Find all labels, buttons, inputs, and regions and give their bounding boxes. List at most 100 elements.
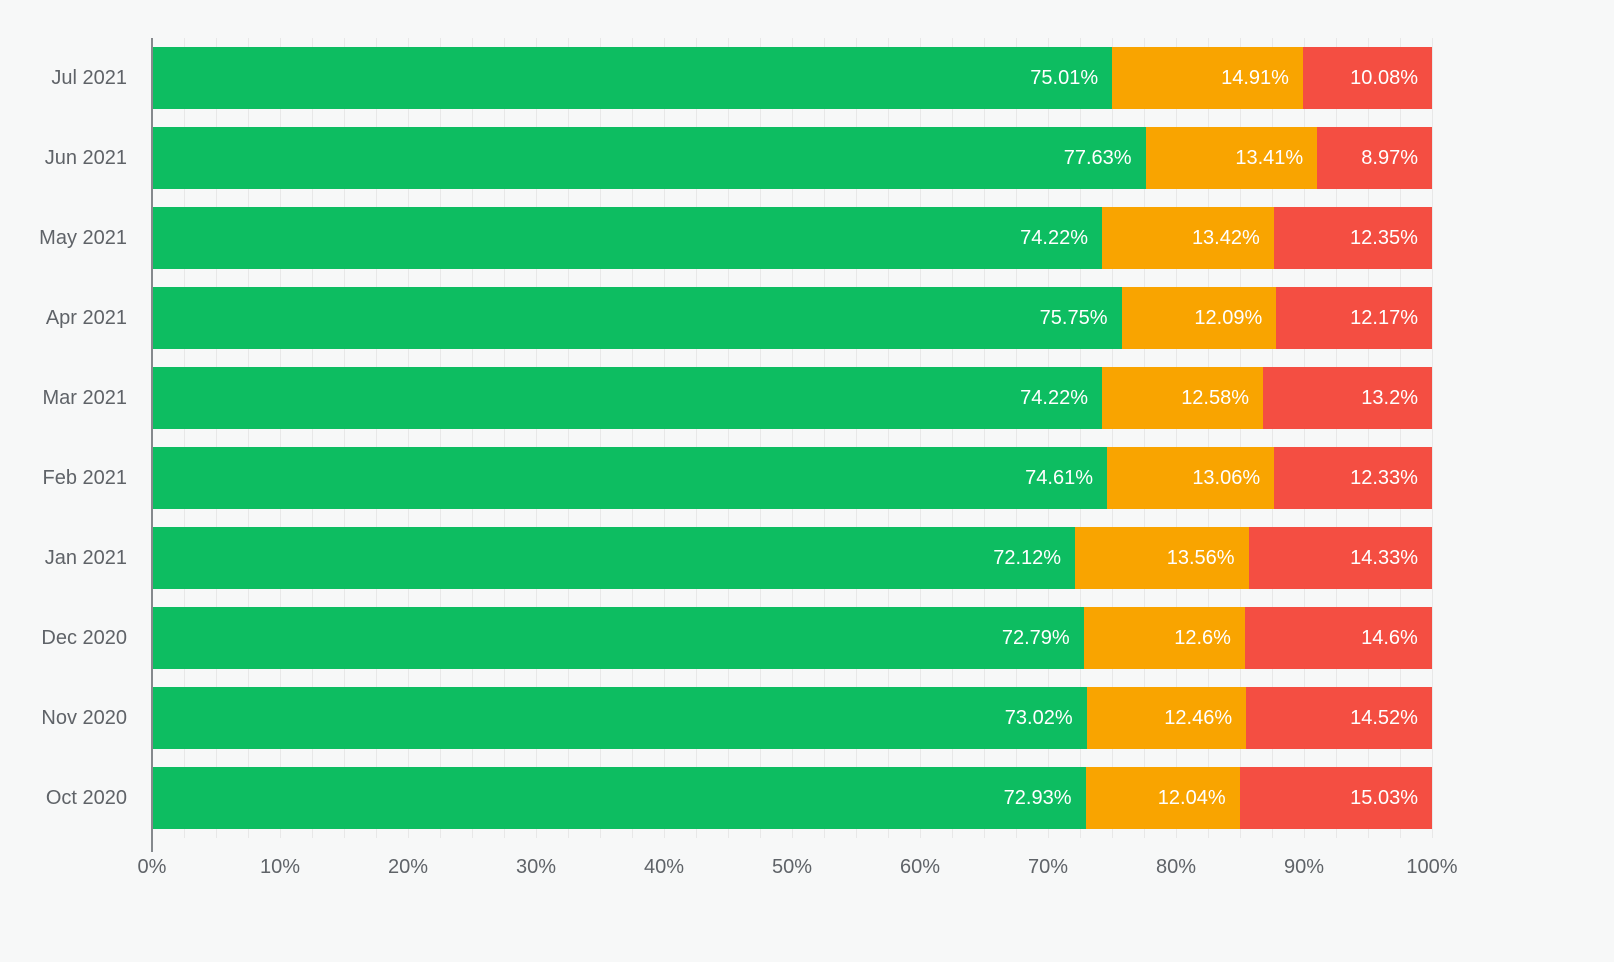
bar-segment-green[interactable]: 74.22%	[152, 207, 1103, 269]
bar-value-label: 14.91%	[1221, 66, 1289, 89]
bar-value-label: 12.17%	[1350, 306, 1418, 329]
bar-track: 75.01% 14.91% 10.08%	[152, 47, 1432, 109]
bar-value-label: 13.06%	[1192, 466, 1261, 489]
bar-track: 74.61% 13.06% 12.33%	[152, 447, 1432, 509]
bar-value-label: 14.52%	[1350, 706, 1418, 729]
bar-value-label: 12.33%	[1350, 466, 1418, 489]
bar-row: Dec 2020 72.79% 12.6% 14.6%	[0, 598, 1432, 678]
bar-value-label: 12.46%	[1164, 706, 1233, 729]
category-label: Jan 2021	[44, 546, 127, 569]
bar-rows: Jul 2021 75.01% 14.91% 10.08% Jun 2021 77.63%…	[0, 38, 1432, 838]
bar-segment-orange[interactable]: 12.09%	[1121, 287, 1277, 349]
category-label: Mar 2021	[42, 386, 128, 409]
bar-segment-green[interactable]: 75.01%	[152, 47, 1113, 109]
bar-segment-orange[interactable]: 12.6%	[1083, 607, 1245, 669]
category-label: Jun 2021	[44, 146, 127, 169]
x-tick-label: 10%	[259, 856, 301, 878]
bar-value-label: 13.56%	[1166, 546, 1235, 569]
bar-segment-orange[interactable]: 13.06%	[1107, 447, 1275, 509]
bar-track: 74.22% 12.58% 13.2%	[152, 367, 1432, 429]
bar-track: 73.02% 12.46% 14.52%	[152, 687, 1432, 749]
x-tick-label: 60%	[899, 856, 941, 878]
bar-segment-green[interactable]: 77.63%	[152, 127, 1146, 189]
bar-value-label: 72.12%	[993, 546, 1062, 569]
bar-value-label: 12.04%	[1157, 786, 1226, 809]
bar-segment-red[interactable]: 13.2%	[1263, 367, 1432, 429]
bar-segment-red[interactable]: 15.03%	[1239, 767, 1432, 829]
bar-row: Apr 2021 75.75% 12.09% 12.17%	[0, 278, 1432, 358]
bar-segment-orange[interactable]: 14.91%	[1112, 47, 1303, 109]
x-tick-label: 30%	[515, 856, 557, 878]
x-tick-label: 70%	[1027, 856, 1069, 878]
category-label: Jul 2021	[51, 66, 127, 89]
x-axis: 0% 10% 20% 30% 40% 50% 60% 70% 80% 90% 100%	[138, 856, 1458, 890]
bar-value-label: 74.61%	[1025, 466, 1093, 489]
bar-segment-green[interactable]: 74.22%	[152, 367, 1103, 429]
bar-value-label: 10.08%	[1350, 66, 1418, 89]
bar-value-label: 72.79%	[1001, 626, 1070, 649]
bar-row: Jan 2021 72.12% 13.56% 14.33%	[0, 518, 1432, 598]
bar-segment-orange[interactable]: 13.42%	[1102, 207, 1274, 269]
bar-segment-red[interactable]: 14.6%	[1244, 607, 1432, 669]
bar-value-label: 13.2%	[1361, 386, 1418, 409]
bar-value-label: 13.41%	[1235, 146, 1304, 169]
bar-segment-green[interactable]: 72.12%	[152, 527, 1076, 589]
plot-area: Jul 2021 75.01% 14.91% 10.08% Jun 2021 77.63%…	[0, 38, 1433, 852]
bar-segment-green[interactable]: 74.61%	[152, 447, 1107, 509]
bar-segment-green[interactable]: 75.75%	[152, 287, 1122, 349]
bar-segment-orange[interactable]: 13.41%	[1145, 127, 1318, 189]
bar-track: 77.63% 13.41% 8.97%	[152, 127, 1432, 189]
bar-row: Feb 2021 74.61% 13.06% 12.33%	[0, 438, 1432, 518]
bar-value-label: 8.97%	[1361, 146, 1418, 169]
bar-segment-red[interactable]: 10.08%	[1302, 47, 1432, 109]
bar-value-label: 12.6%	[1174, 626, 1231, 649]
x-tick-label: 90%	[1283, 856, 1325, 878]
bar-track: 75.75% 12.09% 12.17%	[152, 287, 1432, 349]
bar-segment-orange[interactable]: 12.04%	[1085, 767, 1240, 829]
x-tick-label: 20%	[387, 856, 429, 878]
bar-value-label: 72.93%	[1003, 786, 1072, 809]
bar-row: May 2021 74.22% 13.42% 12.35%	[0, 198, 1432, 278]
gridline	[1432, 38, 1433, 838]
bar-segment-red[interactable]: 14.33%	[1248, 527, 1432, 589]
bar-value-label: 75.01%	[1030, 66, 1099, 89]
bar-track: 72.12% 13.56% 14.33%	[152, 527, 1432, 589]
category-label: Dec 2020	[41, 626, 127, 649]
bar-value-label: 12.35%	[1350, 226, 1418, 249]
bar-track: 74.22% 13.42% 12.35%	[152, 207, 1432, 269]
bar-value-label: 75.75%	[1039, 306, 1108, 329]
category-label: Oct 2020	[45, 786, 127, 809]
bar-segment-red[interactable]: 12.35%	[1273, 207, 1432, 269]
bar-value-label: 77.63%	[1063, 146, 1132, 169]
bar-segment-red[interactable]: 12.33%	[1274, 447, 1432, 509]
bar-segment-red[interactable]: 8.97%	[1317, 127, 1432, 189]
category-label: Feb 2021	[42, 466, 127, 489]
bar-segment-green[interactable]: 72.93%	[152, 767, 1086, 829]
bar-track: 72.93% 12.04% 15.03%	[152, 767, 1432, 829]
bar-value-label: 74.22%	[1020, 386, 1089, 409]
bar-segment-red[interactable]: 12.17%	[1276, 287, 1432, 349]
bar-track: 72.79% 12.6% 14.6%	[152, 607, 1432, 669]
bar-value-label: 73.02%	[1004, 706, 1073, 729]
y-axis-line	[151, 38, 153, 852]
x-tick-label: 80%	[1155, 856, 1197, 878]
bar-value-label: 12.09%	[1194, 306, 1263, 329]
bar-value-label: 12.58%	[1181, 386, 1250, 409]
x-tick-label: 50%	[771, 856, 813, 878]
bar-value-label: 74.22%	[1020, 226, 1089, 249]
x-tick-label: 0%	[137, 856, 167, 878]
bar-row: Jun 2021 77.63% 13.41% 8.97%	[0, 118, 1432, 198]
bar-segment-orange[interactable]: 12.58%	[1102, 367, 1264, 429]
bar-segment-green[interactable]: 73.02%	[152, 687, 1087, 749]
bar-row: Nov 2020 73.02% 12.46% 14.52%	[0, 678, 1432, 758]
bar-value-label: 15.03%	[1350, 786, 1418, 809]
bar-segment-orange[interactable]: 12.46%	[1086, 687, 1247, 749]
bar-segment-orange[interactable]: 13.56%	[1075, 527, 1249, 589]
bar-value-label: 14.33%	[1350, 546, 1418, 569]
category-label: Nov 2020	[41, 706, 127, 729]
category-label: Apr 2021	[45, 306, 127, 329]
bar-segment-green[interactable]: 72.79%	[152, 607, 1084, 669]
bar-value-label: 13.42%	[1191, 226, 1260, 249]
bar-segment-red[interactable]: 14.52%	[1246, 687, 1432, 749]
